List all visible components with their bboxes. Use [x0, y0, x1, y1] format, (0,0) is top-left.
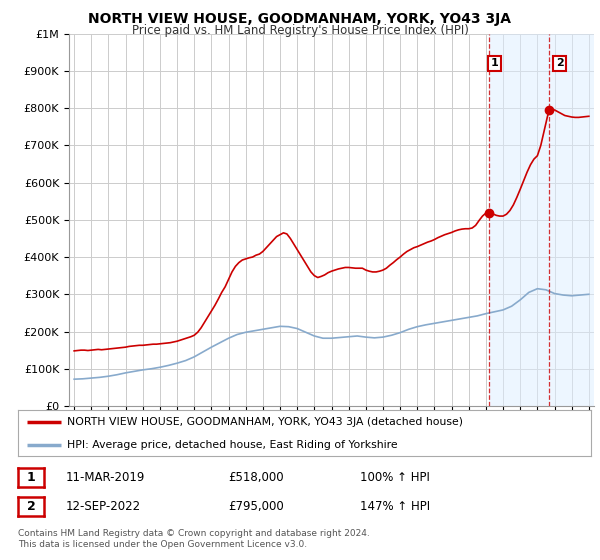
Text: Price paid vs. HM Land Registry's House Price Index (HPI): Price paid vs. HM Land Registry's House … — [131, 24, 469, 37]
Text: 147% ↑ HPI: 147% ↑ HPI — [360, 500, 430, 514]
Text: This data is licensed under the Open Government Licence v3.0.: This data is licensed under the Open Gov… — [18, 540, 307, 549]
Text: 100% ↑ HPI: 100% ↑ HPI — [360, 470, 430, 484]
Text: 2: 2 — [26, 500, 35, 514]
Text: 2: 2 — [556, 58, 563, 68]
Text: NORTH VIEW HOUSE, GOODMANHAM, YORK, YO43 3JA (detached house): NORTH VIEW HOUSE, GOODMANHAM, YORK, YO43… — [67, 417, 463, 427]
Text: Contains HM Land Registry data © Crown copyright and database right 2024.: Contains HM Land Registry data © Crown c… — [18, 529, 370, 538]
Text: £795,000: £795,000 — [228, 500, 284, 514]
Text: NORTH VIEW HOUSE, GOODMANHAM, YORK, YO43 3JA: NORTH VIEW HOUSE, GOODMANHAM, YORK, YO43… — [89, 12, 511, 26]
Text: £518,000: £518,000 — [228, 470, 284, 484]
Text: 1: 1 — [491, 58, 499, 68]
Text: 12-SEP-2022: 12-SEP-2022 — [66, 500, 141, 514]
Text: 11-MAR-2019: 11-MAR-2019 — [66, 470, 145, 484]
Text: 1: 1 — [26, 470, 35, 484]
Text: HPI: Average price, detached house, East Riding of Yorkshire: HPI: Average price, detached house, East… — [67, 440, 397, 450]
Bar — [490, 34, 594, 406]
